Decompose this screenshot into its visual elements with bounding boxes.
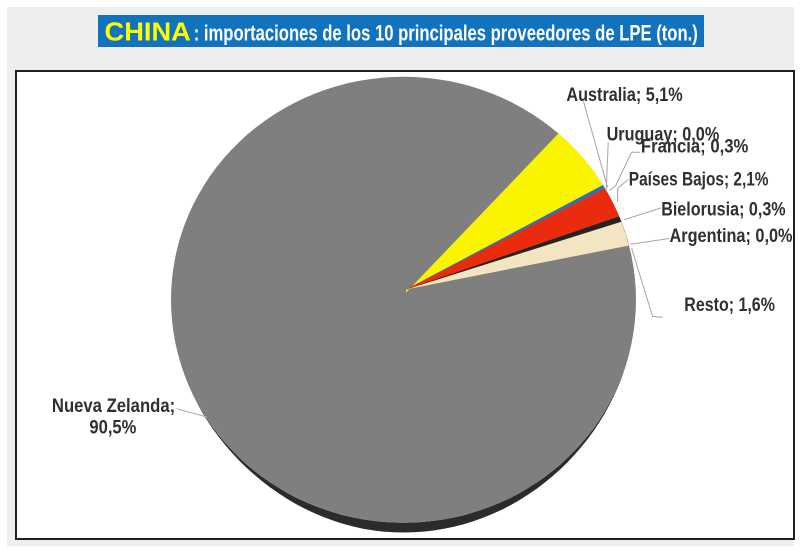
svg-text:Resto; 1,6%: Resto; 1,6% bbox=[684, 294, 775, 316]
svg-text:Argentina; 0,0%: Argentina; 0,0% bbox=[670, 225, 793, 246]
svg-text:Australia; 5,1%: Australia; 5,1% bbox=[566, 84, 683, 105]
svg-text:CHINA: CHINA bbox=[105, 17, 191, 46]
svg-text:Francia; 0,3%: Francia; 0,3% bbox=[641, 135, 749, 156]
svg-text:Países Bajos; 2,1%: Países Bajos; 2,1% bbox=[629, 168, 769, 190]
svg-text:: importaciones de los 10 prin: : importaciones de los 10 principales pr… bbox=[194, 21, 698, 46]
svg-text:Uruguay; 0,0%: Uruguay; 0,0% bbox=[607, 123, 720, 145]
svg-text:90,5%: 90,5% bbox=[89, 416, 136, 437]
svg-text:Bielorusia; 0,3%: Bielorusia; 0,3% bbox=[661, 198, 786, 220]
svg-text:Nueva Zelanda;: Nueva Zelanda; bbox=[52, 395, 175, 416]
